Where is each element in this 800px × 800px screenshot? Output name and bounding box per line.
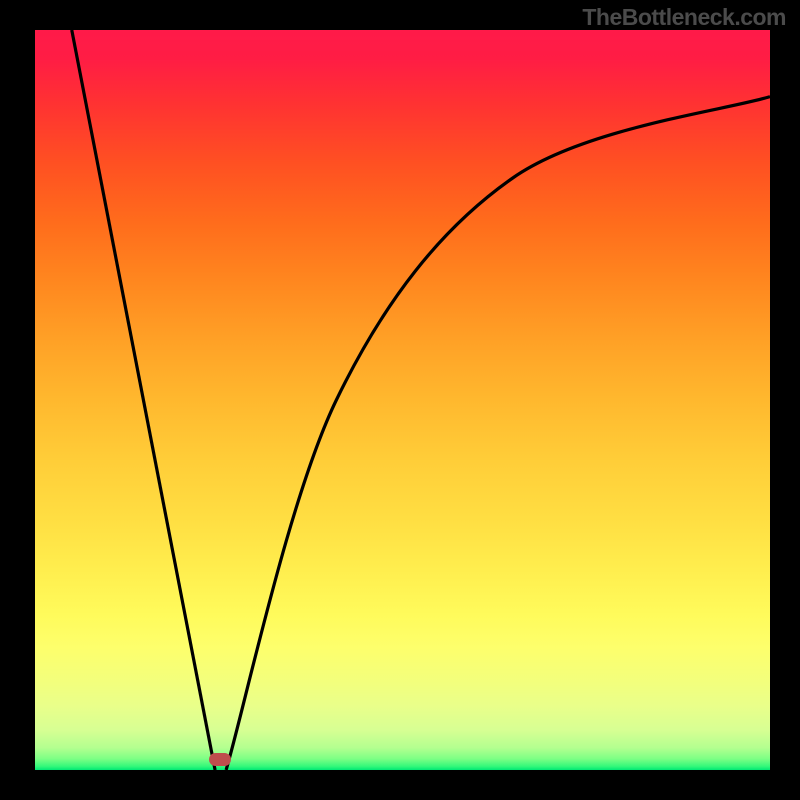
curve-left-branch	[72, 30, 215, 770]
optimum-marker	[209, 753, 231, 766]
curve-right-branch	[226, 97, 770, 770]
plot-inner	[35, 30, 770, 770]
chart-container: { "attribution": { "text": "TheBottlenec…	[0, 0, 800, 800]
plot-area	[35, 30, 770, 770]
bottleneck-curves	[35, 30, 770, 770]
attribution-text: TheBottleneck.com	[582, 4, 786, 31]
